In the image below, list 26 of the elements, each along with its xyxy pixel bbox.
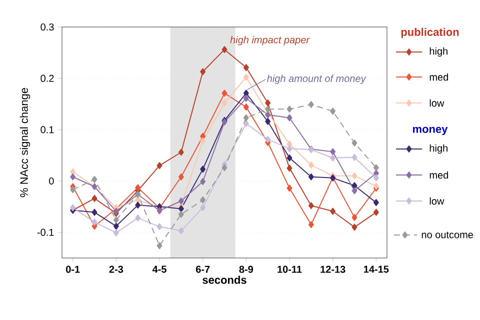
legend-label: med — [430, 73, 448, 81]
text: money — [412, 126, 448, 136]
x-tick-label: 0-1 — [66, 266, 80, 273]
legend-label: high — [430, 144, 448, 154]
annotation: high amount of money — [267, 74, 366, 84]
legend-label: low — [430, 99, 444, 107]
x-tick-label: 14-15 — [364, 266, 389, 273]
legend-label: low — [430, 197, 444, 205]
legend-label: high — [430, 47, 448, 57]
legend-label: med — [430, 171, 448, 179]
y-tick-label: 0.1 — [40, 126, 54, 134]
x-tick-label: 8-9 — [239, 266, 254, 273]
x-tick-label: 6-7 — [196, 266, 210, 273]
text: publication — [401, 28, 459, 38]
annotation: high impact paper — [230, 36, 310, 46]
x-tick-label: 10-11 — [278, 266, 302, 273]
y-tick-label: 0 — [49, 177, 54, 185]
x-tick-label: 4-5 — [152, 266, 166, 273]
y-tick-label: -0.1 — [37, 228, 54, 236]
legend-label: no outcome — [422, 232, 473, 238]
x-axis-title: seconds — [202, 276, 246, 284]
x-tick-label: 12-13 — [320, 266, 346, 273]
y-axis-title: % NAcc signal change — [20, 88, 30, 198]
y-tick-label: 0.2 — [40, 74, 54, 82]
y-tick-label: 0.3 — [40, 23, 54, 31]
x-tick-label: 2-3 — [109, 266, 124, 273]
